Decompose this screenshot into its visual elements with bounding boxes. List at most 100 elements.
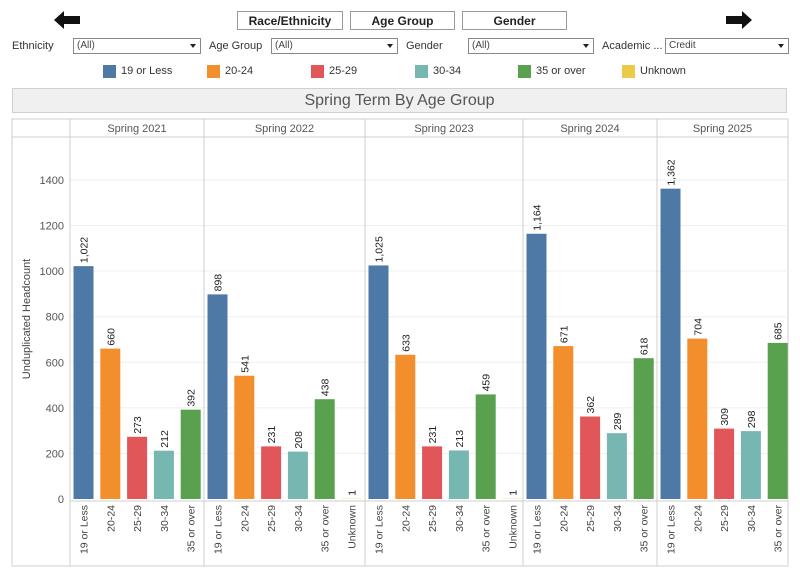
chart-title: Spring Term By Age Group bbox=[12, 88, 787, 113]
x-tick-label: 35 or over bbox=[773, 505, 785, 553]
bar bbox=[234, 375, 255, 499]
data-label: 362 bbox=[585, 396, 597, 414]
y-tick-label: 1200 bbox=[40, 221, 64, 233]
data-label: 309 bbox=[719, 408, 731, 426]
data-label: 392 bbox=[186, 389, 198, 407]
data-label: 1 bbox=[347, 490, 359, 496]
chevron-down-icon bbox=[190, 44, 196, 48]
bar bbox=[714, 428, 735, 499]
legend-swatch bbox=[103, 65, 116, 78]
legend-label: 19 or Less bbox=[121, 65, 173, 77]
x-tick-label: 30-34 bbox=[454, 505, 466, 532]
x-tick-label: 30-34 bbox=[293, 505, 305, 532]
x-tick-label: 19 or Less bbox=[79, 505, 91, 554]
filter-label-gender: Gender bbox=[406, 40, 443, 52]
y-tick-label: 200 bbox=[46, 448, 64, 460]
x-tick-label: 20-24 bbox=[400, 505, 412, 532]
bar bbox=[261, 446, 282, 499]
bar bbox=[368, 265, 389, 499]
x-tick-label: 35 or over bbox=[481, 505, 493, 553]
filter-label-age-group: Age Group bbox=[209, 40, 263, 52]
chart-frame bbox=[11, 118, 789, 567]
data-label: 1 bbox=[508, 490, 520, 496]
bar bbox=[180, 409, 201, 499]
legend-swatch bbox=[518, 65, 531, 78]
data-label: 618 bbox=[639, 338, 651, 356]
tab-race-ethnicity[interactable]: Race/Ethnicity bbox=[237, 11, 343, 30]
gender-dropdown-value: (All) bbox=[472, 40, 490, 51]
x-tick-label: 25-29 bbox=[585, 505, 597, 532]
x-tick-label: 25-29 bbox=[427, 505, 439, 532]
bar bbox=[475, 394, 496, 499]
bar bbox=[153, 450, 174, 499]
data-label: 633 bbox=[400, 334, 412, 352]
x-tick-label: 20-24 bbox=[558, 505, 570, 532]
y-tick-label: 400 bbox=[46, 403, 64, 415]
data-label: 1,164 bbox=[532, 204, 544, 230]
data-label: 459 bbox=[481, 374, 493, 392]
legend-label: Unknown bbox=[640, 65, 686, 77]
bar bbox=[606, 433, 627, 499]
age-group-dropdown[interactable]: (All) bbox=[271, 38, 398, 54]
bar bbox=[422, 446, 443, 499]
bar bbox=[448, 450, 469, 499]
bar bbox=[73, 266, 94, 499]
data-label: 212 bbox=[159, 430, 171, 448]
tab-gender[interactable]: Gender bbox=[462, 11, 567, 30]
chevron-down-icon bbox=[583, 44, 589, 48]
x-tick-label: 19 or Less bbox=[374, 505, 386, 554]
gender-dropdown[interactable]: (All) bbox=[468, 38, 594, 54]
tab-age-group[interactable]: Age Group bbox=[350, 11, 455, 30]
data-label: 541 bbox=[239, 355, 251, 373]
bar bbox=[395, 354, 416, 499]
bar bbox=[127, 436, 148, 499]
chevron-down-icon bbox=[387, 44, 393, 48]
legend-swatch bbox=[311, 65, 324, 78]
data-label: 438 bbox=[320, 379, 332, 397]
x-tick-label: Unknown bbox=[508, 505, 520, 549]
chevron-down-icon bbox=[778, 44, 784, 48]
bar bbox=[207, 294, 228, 499]
legend-label: 25-29 bbox=[329, 65, 358, 77]
data-label: 1,025 bbox=[374, 236, 386, 262]
x-tick-label: Unknown bbox=[347, 505, 359, 549]
age-group-dropdown-value: (All) bbox=[275, 40, 293, 51]
x-tick-label: 20-24 bbox=[239, 505, 251, 532]
bar bbox=[633, 358, 654, 499]
panel-header: Spring 2024 bbox=[560, 123, 619, 135]
y-tick-label: 600 bbox=[46, 357, 64, 369]
ethnicity-dropdown[interactable]: (All) bbox=[73, 38, 201, 54]
x-tick-label: 30-34 bbox=[746, 505, 758, 532]
legend-swatch bbox=[207, 65, 220, 78]
legend-label: 20-24 bbox=[225, 65, 254, 77]
data-label: 289 bbox=[612, 412, 624, 430]
data-label: 231 bbox=[427, 426, 439, 444]
data-label: 1,022 bbox=[79, 237, 91, 263]
arrow-left-icon[interactable] bbox=[54, 11, 80, 29]
bar bbox=[287, 451, 308, 499]
x-tick-label: 20-24 bbox=[692, 505, 704, 532]
x-tick-label: 19 or Less bbox=[213, 505, 225, 554]
data-label: 898 bbox=[213, 274, 225, 292]
bar bbox=[553, 346, 574, 499]
y-tick-label: 1400 bbox=[40, 175, 64, 187]
x-tick-label: 35 or over bbox=[186, 505, 198, 553]
data-label: 671 bbox=[558, 325, 570, 343]
data-label: 231 bbox=[266, 426, 278, 444]
legend-label: 30-34 bbox=[433, 65, 462, 77]
y-tick-label: 1000 bbox=[40, 266, 64, 278]
filter-label-ethnicity: Ethnicity bbox=[12, 40, 54, 52]
data-label: 298 bbox=[746, 410, 758, 428]
bar bbox=[580, 416, 601, 499]
bar bbox=[100, 348, 121, 499]
arrow-right-icon[interactable] bbox=[726, 11, 752, 29]
legend-swatch bbox=[415, 65, 428, 78]
filter-label-academic: Academic ... bbox=[602, 40, 663, 52]
data-label: 1,362 bbox=[666, 159, 678, 185]
academic-dropdown[interactable]: Credit bbox=[665, 38, 789, 54]
data-label: 660 bbox=[105, 328, 117, 346]
data-label: 208 bbox=[293, 431, 305, 449]
legend-swatch bbox=[622, 65, 635, 78]
bar bbox=[740, 431, 761, 499]
